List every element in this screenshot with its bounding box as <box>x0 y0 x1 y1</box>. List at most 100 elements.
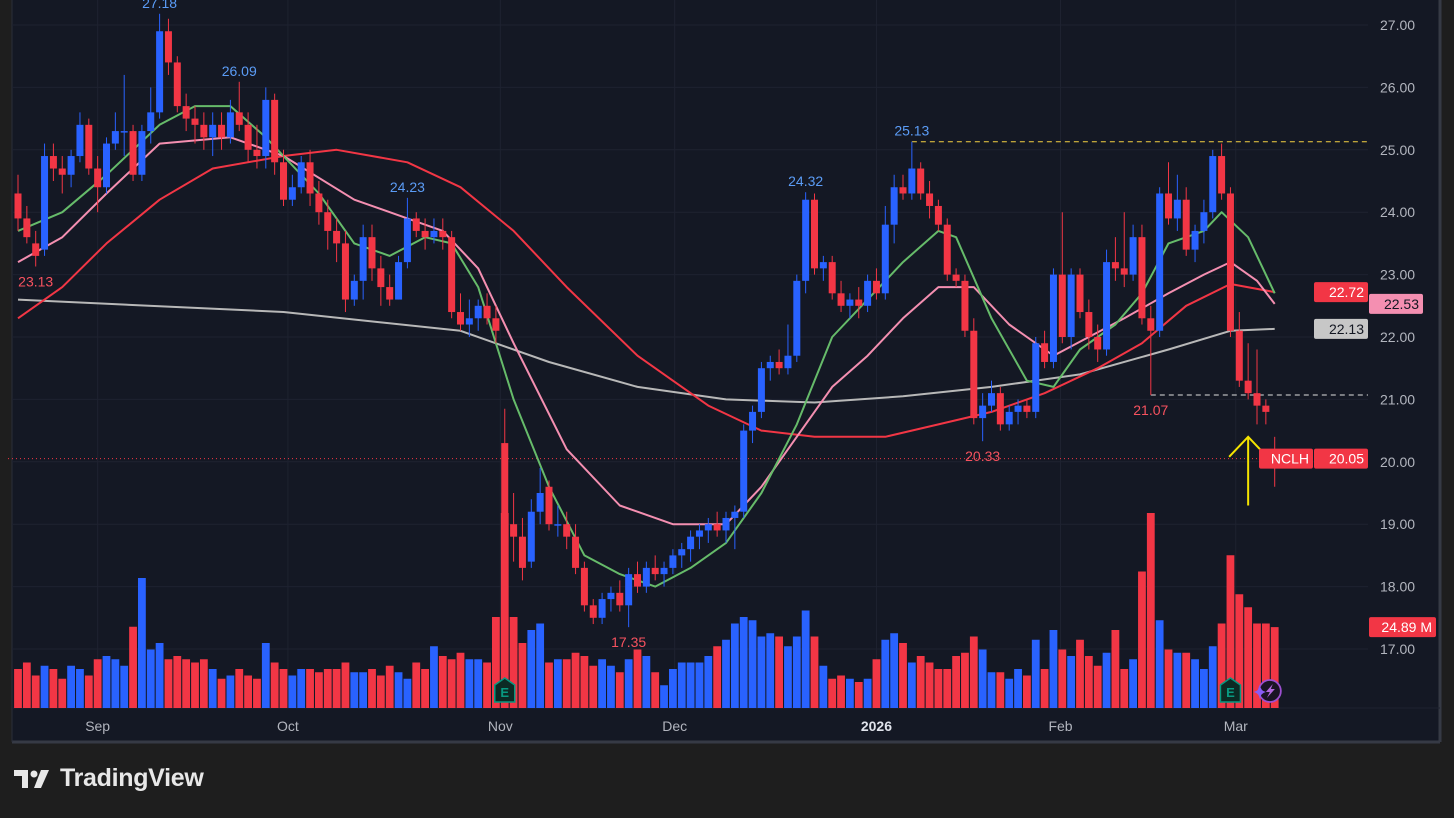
volume-bar <box>686 662 695 708</box>
candle-body <box>740 430 748 512</box>
y-tick-label: 22.00 <box>1380 329 1415 345</box>
earnings-icon[interactable]: E <box>494 677 516 703</box>
candle <box>253 124 261 169</box>
candle <box>377 255 385 306</box>
time-axis[interactable]: Sep Oct Nov Dec 2026 Feb Mar <box>85 718 1248 734</box>
candle-body <box>333 230 341 244</box>
candle-body <box>802 199 810 281</box>
volume-bar <box>695 662 704 708</box>
volume-bar <box>315 672 323 708</box>
candle-body <box>1173 199 1181 219</box>
volume-bar <box>1235 594 1244 708</box>
candle <box>448 230 456 319</box>
candle-body <box>669 555 677 568</box>
volume-bar <box>1200 669 1208 708</box>
candle-body <box>1023 405 1031 412</box>
candle <box>784 324 792 375</box>
candle <box>412 212 420 238</box>
candle <box>1049 268 1057 369</box>
volume-bar <box>270 662 279 708</box>
candle-body <box>1191 230 1199 250</box>
candle-body <box>687 536 695 550</box>
volume-bar <box>739 617 748 708</box>
candle <box>952 268 960 288</box>
symbol-badge-text: NCLH <box>1271 451 1309 467</box>
candle-body <box>23 218 31 238</box>
candle <box>1191 224 1199 263</box>
candle <box>111 112 119 150</box>
candle-body <box>855 299 863 306</box>
volume-bar <box>1164 649 1173 708</box>
candle-body <box>837 293 845 306</box>
candle <box>315 181 323 225</box>
volume-bar <box>536 623 545 708</box>
candle-body <box>598 599 606 618</box>
volume-bar <box>651 672 660 708</box>
candle <box>802 192 810 294</box>
candle-body <box>828 262 836 294</box>
candle-body <box>1253 393 1261 406</box>
volume-bar <box>987 672 996 708</box>
candle <box>297 156 305 194</box>
candle <box>926 181 934 219</box>
candle <box>766 355 774 381</box>
candle <box>563 511 571 550</box>
candle <box>324 199 332 250</box>
candle <box>421 218 429 250</box>
candle <box>855 287 863 319</box>
pink-ma-badge <box>1369 293 1423 314</box>
candle-body <box>1120 268 1128 275</box>
candle-body <box>1209 156 1217 213</box>
volume-bar <box>492 617 500 708</box>
candle-body <box>678 549 686 556</box>
candle-body <box>156 31 164 113</box>
volume-bar <box>403 678 412 708</box>
price-axis[interactable]: 27.00 26.00 25.00 24.00 23.00 22.00 21.00 20.00… <box>1380 17 1415 657</box>
lightning-icon[interactable] <box>1253 679 1282 703</box>
tradingview-logo[interactable]: TradingView <box>14 764 204 793</box>
volume-bar <box>598 659 606 708</box>
candle <box>306 149 314 206</box>
candle <box>1111 237 1119 281</box>
volume-bar <box>784 646 792 708</box>
volume-bar <box>713 646 722 708</box>
volume-bar <box>438 656 447 708</box>
candle <box>1103 249 1111 356</box>
x-tick-label: 2026 <box>861 718 892 734</box>
volume-bar <box>1023 675 1031 708</box>
volume-bar <box>748 620 757 708</box>
gray-ma-badge <box>1314 318 1368 339</box>
volume-bar <box>819 665 828 708</box>
volume-bar <box>1129 659 1137 708</box>
volume-bar <box>368 669 376 708</box>
candle <box>704 517 712 543</box>
candle <box>625 567 633 628</box>
volume-bar <box>1058 649 1067 708</box>
candle-body <box>483 305 491 319</box>
candle-body <box>85 124 93 169</box>
volume-bar <box>430 646 438 708</box>
last-volume-badge-text: 24.89 M <box>1381 619 1432 635</box>
red-ma-badge-text: 22.72 <box>1329 284 1364 300</box>
candle-body <box>1226 193 1234 331</box>
candle <box>740 424 748 518</box>
volume-bar <box>1067 656 1076 708</box>
candle-body <box>908 168 916 194</box>
y-tick-label: 25.00 <box>1380 142 1415 158</box>
candle <box>288 174 296 206</box>
candle-body <box>377 268 385 288</box>
candle <box>749 405 757 444</box>
candle <box>518 517 526 581</box>
candle <box>23 205 31 244</box>
earnings-icon[interactable]: E <box>1219 677 1242 703</box>
candle <box>483 293 491 325</box>
volume-bar <box>173 656 182 708</box>
volume-bar <box>474 659 483 708</box>
volume-bar <box>562 659 571 708</box>
candle <box>58 156 66 194</box>
volume-bar <box>279 669 288 708</box>
candle-body <box>350 280 358 300</box>
candle-body <box>625 574 633 606</box>
